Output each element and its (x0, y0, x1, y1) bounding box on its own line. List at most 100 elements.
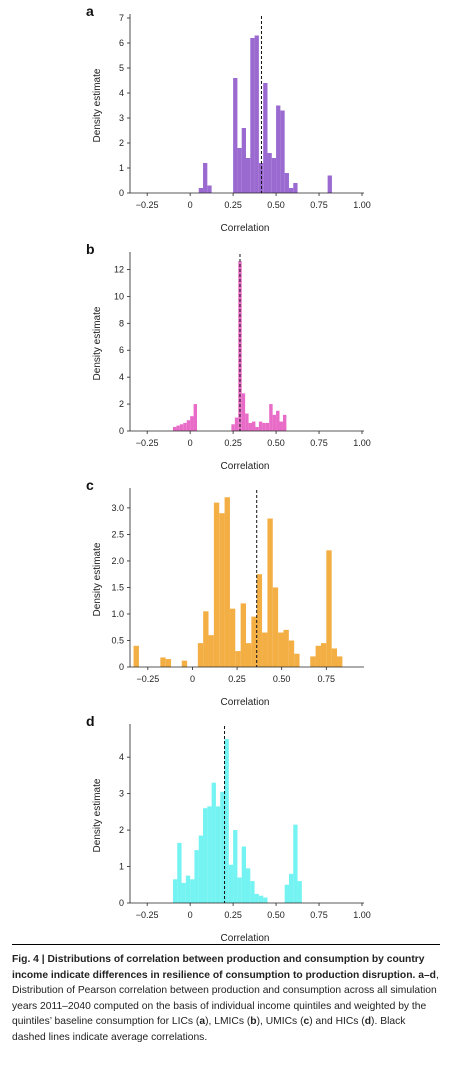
y-tick-label: 2 (119, 138, 124, 148)
histogram-bar (327, 175, 332, 193)
histogram-bar (220, 791, 225, 903)
histogram-bar (231, 424, 235, 431)
x-tick-label: 0.75 (310, 910, 328, 920)
x-tick-label: 1.00 (353, 200, 371, 210)
y-tick-label: 2 (119, 825, 124, 835)
histogram-bar (254, 893, 259, 903)
histogram-bar (297, 881, 302, 903)
panel-letter: a (86, 3, 94, 19)
y-tick-label: 2.5 (111, 529, 124, 539)
histogram-bar (179, 424, 184, 431)
histogram-bar (193, 404, 198, 431)
histogram-bar (320, 643, 327, 667)
histogram-bar (251, 616, 257, 667)
x-tick-label: 0.25 (224, 438, 242, 448)
histogram-bar (250, 38, 255, 193)
histogram-bar (228, 864, 234, 903)
y-axis-label: Density estimate (92, 542, 103, 616)
histogram-bar (262, 632, 268, 667)
histogram-bar (267, 153, 272, 193)
histogram-bar (331, 648, 338, 667)
y-tick-label: 1.0 (111, 609, 124, 619)
histogram-bar (207, 806, 212, 903)
histogram-bar (190, 879, 195, 903)
caption-ref-d: d (364, 1016, 372, 1027)
caption-title: Fig. 4 | Distributions of correlation be… (12, 954, 425, 981)
histogram-bar (258, 421, 263, 431)
histogram-bar (337, 656, 343, 667)
histogram-bar (278, 632, 284, 667)
histogram-bar (246, 643, 252, 667)
caption-lead: a–d (418, 969, 436, 981)
caption-ref-c: c (303, 1016, 310, 1027)
histogram-bar (267, 518, 273, 667)
histogram-bar (269, 404, 273, 431)
histogram-bar (245, 413, 249, 431)
panel-letter: c (86, 477, 94, 493)
y-tick-label: 0 (119, 188, 124, 198)
histogram-bar (176, 425, 180, 431)
histogram-bar (224, 738, 229, 903)
x-tick-label: 1.00 (353, 438, 371, 448)
histogram-bar (207, 185, 212, 193)
x-tick-label: 0.25 (224, 910, 242, 920)
y-tick-label: 2 (119, 399, 124, 409)
y-tick-label: 4 (119, 372, 124, 382)
histogram-bar (288, 640, 295, 667)
y-tick-label: 1 (119, 163, 124, 173)
histogram-bar (229, 608, 236, 667)
histogram-bar (250, 881, 255, 903)
y-axis-label: Density estimate (92, 306, 103, 380)
x-tick-label: −0.25 (136, 438, 159, 448)
histogram-panel-c: c 0 0.5 1.0 1.5 2.0 2.5 3.0 −0.25 0 0.25 0.50 0.75 Co… (86, 477, 364, 708)
x-tick-label: 0.50 (267, 200, 285, 210)
histogram-bar (288, 188, 294, 193)
histogram-bar (203, 611, 209, 667)
panel-letter: b (86, 241, 95, 257)
histogram-bar (255, 426, 259, 431)
y-tick-label: 4 (119, 88, 124, 98)
x-axis-label: Correlation (221, 223, 270, 234)
histogram-bar (198, 188, 204, 193)
histogram-bar (271, 158, 277, 193)
histogram-bar (233, 830, 238, 903)
x-tick-label: 0.50 (267, 910, 285, 920)
histogram-bar (219, 513, 225, 667)
y-tick-label: 5 (119, 63, 124, 73)
x-tick-label: 0.50 (267, 438, 285, 448)
histogram-bar (203, 163, 208, 193)
histogram-bar (203, 808, 208, 903)
histogram-panel-b: b 0 2 4 6 8 10 12 −0.25 0 0.25 0.50 0.75 1.00 Correlat… (86, 241, 371, 472)
x-tick-label: 0 (188, 200, 193, 210)
histogram-bar (263, 83, 268, 193)
histogram-bar (241, 393, 246, 431)
x-axis-label: Correlation (221, 933, 270, 944)
histogram-bar (211, 782, 216, 903)
histogram-bar (276, 410, 280, 431)
x-tick-label: 0.75 (310, 200, 328, 210)
histogram-bar (183, 422, 187, 431)
y-tick-label: 10 (114, 291, 124, 301)
x-axis-label: Correlation (221, 461, 270, 472)
y-tick-label: 3.0 (111, 503, 124, 513)
caption-sep-1: ), LMICs ( (205, 1016, 251, 1027)
caption-body-2: ). Black dashed lines indicate average c… (12, 1016, 406, 1043)
x-tick-label: 0 (188, 910, 193, 920)
histogram-bar (254, 35, 259, 193)
histogram-bar (288, 873, 294, 903)
histogram-bar (279, 421, 283, 431)
histogram-bar (160, 657, 166, 667)
y-tick-label: 0 (119, 662, 124, 672)
x-tick-label: 0.50 (273, 674, 291, 684)
histogram-bar (258, 895, 264, 903)
histogram-bar (181, 660, 188, 667)
histogram-bar (224, 497, 230, 667)
y-tick-label: 4 (119, 752, 124, 762)
x-tick-label: −0.25 (136, 200, 159, 210)
y-axis-label: Density estimate (92, 778, 103, 852)
y-tick-label: 3 (119, 789, 124, 799)
y-tick-label: 12 (114, 264, 124, 274)
y-tick-label: 2.0 (111, 556, 124, 566)
histogram-bar (315, 645, 321, 667)
y-tick-label: 7 (119, 13, 124, 23)
